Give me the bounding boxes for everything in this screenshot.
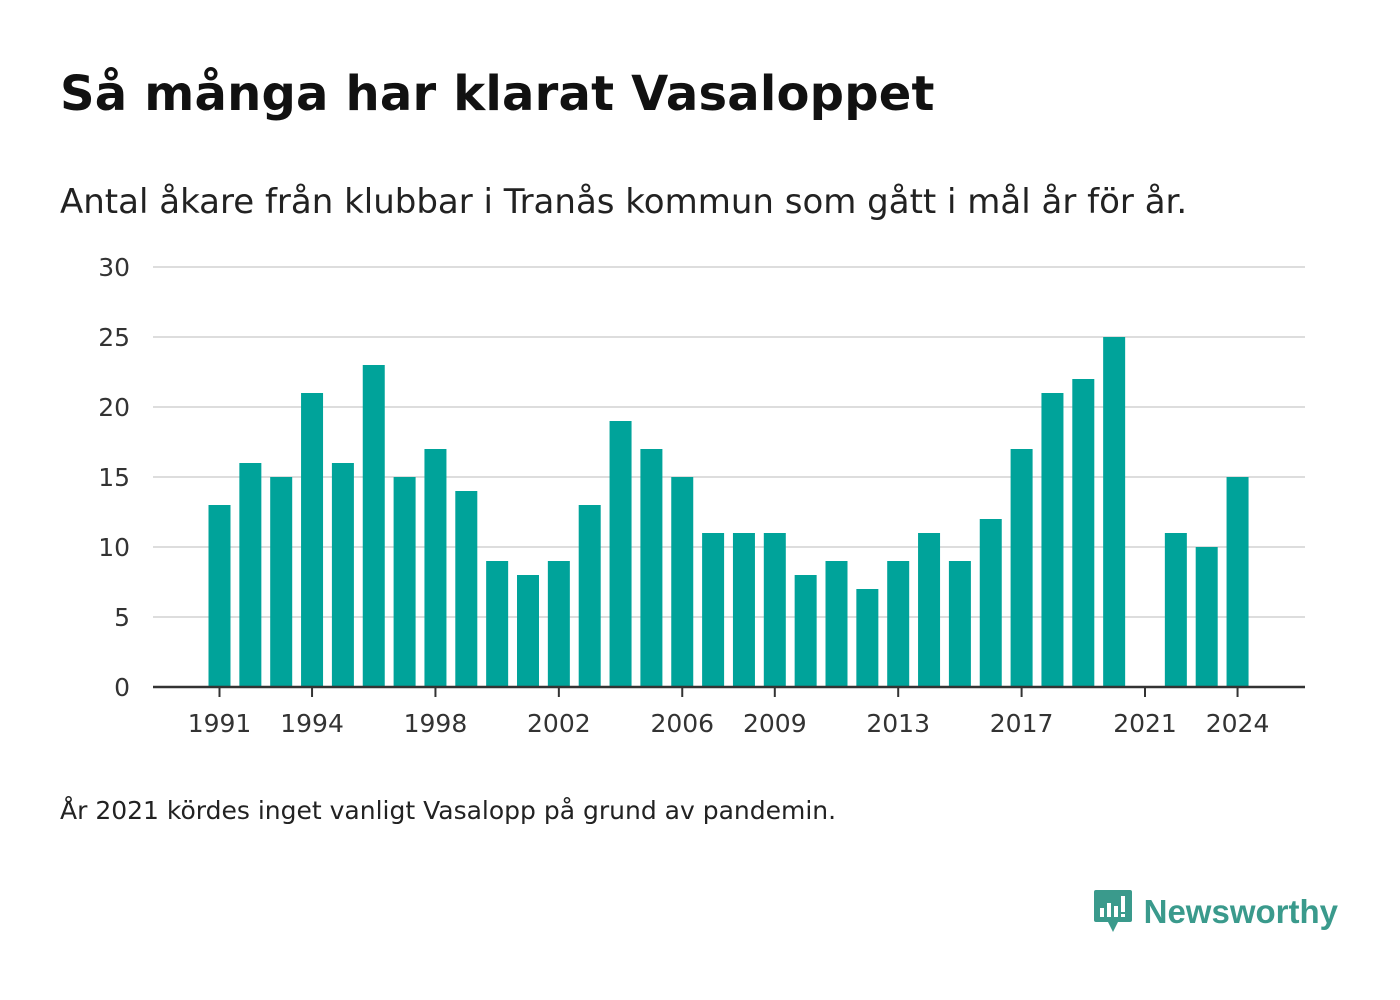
bar-2017 [1010,449,1033,687]
x-tick-label: 2006 [650,709,714,738]
x-tick-label: 2021 [1113,709,1177,738]
chart-title: Så många har klarat Vasaloppet [60,66,935,122]
x-tick-label: 2017 [990,709,1054,738]
bar-1999 [455,491,478,687]
bar-2011 [825,561,848,687]
bar-1991 [208,505,231,687]
y-tick-label: 25 [98,323,130,352]
bar-1997 [393,477,416,687]
bar-2006 [671,477,694,687]
y-tick-label: 10 [98,533,130,562]
bars [208,337,1249,687]
x-tick-label: 1998 [404,709,468,738]
bar-2018 [1041,393,1064,687]
footnote: År 2021 kördes inget vanligt Vasalopp på… [60,796,837,825]
x-tick-label: 1991 [188,709,252,738]
bar-2008 [732,533,755,687]
x-tick-label: 2002 [527,709,591,738]
bar-2012 [856,589,879,687]
bar-1996 [362,365,385,687]
bar-2013 [887,561,910,687]
bar-2009 [763,533,786,687]
bar-2022 [1164,533,1187,687]
gridlines [153,266,1305,618]
bar-1992 [239,463,262,687]
bar-1995 [331,463,354,687]
y-tick-label: 30 [98,253,130,282]
bar-chart: 0 5 10 15 20 25 30 1991 1994 1998 2002 2006 2009 2013… [98,253,1305,738]
x-tick-label: 2009 [743,709,807,738]
x-tick-label: 2024 [1206,709,1270,738]
bar-2016 [979,519,1002,687]
bar-2004 [609,421,632,687]
brand-name: Newsworthy [1143,893,1338,930]
bar-2023 [1195,547,1218,687]
y-tick-label: 15 [98,463,130,492]
bar-1998 [424,449,447,687]
axes: 0 5 10 15 20 25 30 1991 1994 1998 2002 2006 2009 2013… [98,253,1305,738]
bar-1994 [301,393,324,687]
bar-2001 [517,575,539,687]
bar-2003 [578,505,601,687]
bar-2000 [486,561,509,687]
bar-2014 [918,533,941,687]
bar-2005 [640,449,663,687]
x-tick-label: 1994 [280,709,344,738]
bar-2015 [948,561,971,687]
x-tick-label: 2013 [866,709,930,738]
bar-1993 [270,477,293,687]
bar-2010 [794,575,817,687]
y-tick-label: 20 [98,393,130,422]
y-tick-label: 0 [114,673,130,702]
bar-2019 [1072,379,1095,687]
chart-subtitle: Antal åkare från klubbar i Tranås kommun… [60,182,1188,222]
newsworthy-logo-icon [1093,890,1132,932]
bar-2024 [1226,477,1249,687]
bar-2002 [547,561,570,687]
y-tick-label: 5 [114,603,130,632]
bar-2020 [1103,337,1126,687]
brand-logo: Newsworthy [1092,888,1338,936]
bar-2007 [702,533,725,687]
